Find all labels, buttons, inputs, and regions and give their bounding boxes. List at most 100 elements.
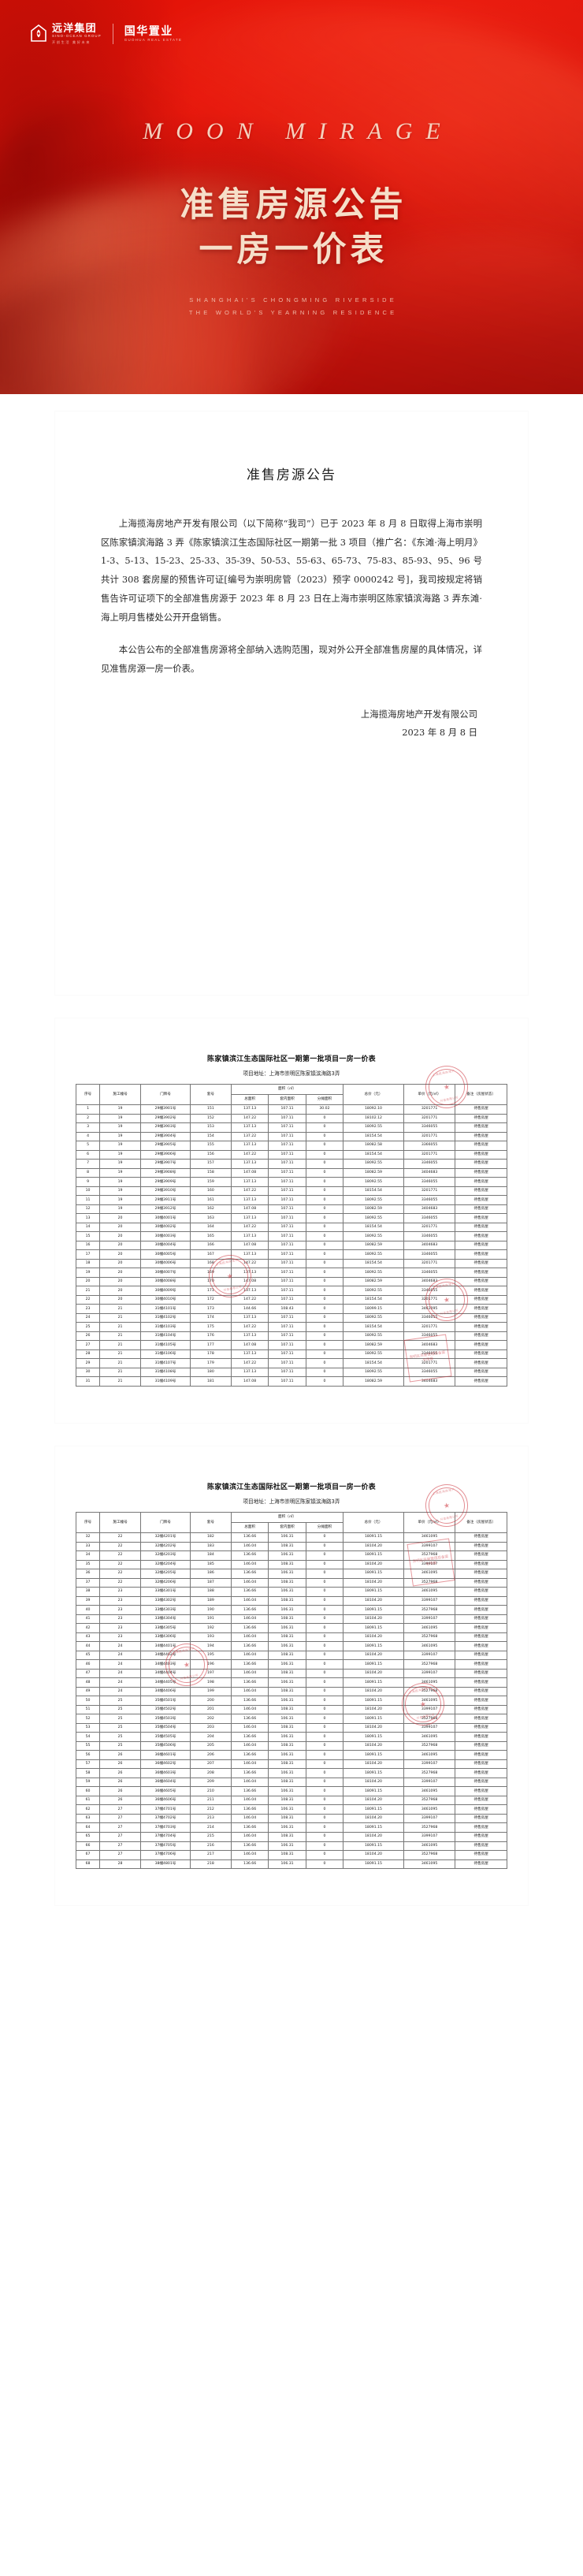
table-row: 2 19 29幢3902号 152 147.22 107.11 0 18102.12 32017… [75,1113,507,1124]
table-cell: 63 [75,1813,101,1824]
table-cell: 0 [305,1167,344,1178]
table-cell: 14 [75,1222,101,1233]
table-cell: 136.66 [230,1623,269,1633]
table-cell: 待售房屋 [455,1559,507,1570]
table-row: 19 20 30幢4007号 169 137.13 107.11 0 18092.55 3346… [75,1268,507,1278]
table-cell: 18104.20 [343,1832,404,1842]
table-cell: 待售房屋 [455,1668,507,1679]
table-cell: 136.66 [230,1696,269,1706]
table-cell: 30幢4005号 [140,1249,191,1260]
table-cell: 34幢4402号 [140,1650,191,1661]
table-cell: 107.11 [268,1222,306,1233]
table-cell: 0 [305,1213,344,1223]
table-cell: 34幢4403号 [140,1659,191,1670]
table-cell: 3201771 [403,1222,456,1233]
table-cell: 26 [99,1795,142,1806]
table-cell: 37幢4701号 [140,1804,191,1815]
table-cell: 25 [99,1714,142,1724]
table-row: 12 19 29幢3912号 162 147.08 107.11 0 18082.59 3404… [75,1204,507,1215]
table-cell: 0 [305,1367,344,1378]
price-table-address: 项目地址：上海市崇明区陈家镇滨海路3弄 [243,1070,340,1077]
table-cell: 18091.15 [343,1696,404,1706]
table-cell: 33幢4301号 [140,1587,191,1597]
table-cell: 0 [305,1195,344,1205]
table-cell: 3461095 [403,1859,456,1870]
table-cell: 待售房屋 [455,1795,507,1806]
headline-line-2: 一房一价表 [199,229,388,270]
table-cell: 0 [305,1759,344,1770]
table-cell: 58 [75,1768,101,1778]
table-cell: 159 [189,1177,232,1187]
table-cell: 待售房屋 [455,1614,507,1625]
table-cell: 198 [189,1677,232,1688]
table-cell: 136.66 [230,1804,269,1815]
table-cell: 9 [75,1177,101,1187]
table-cell: 22 [99,1569,142,1579]
table-cell: 待售房屋 [455,1294,507,1305]
table-cell: 106.31 [268,1659,306,1670]
table-cell: 待售房屋 [455,1704,507,1715]
table-cell: 0 [305,1686,344,1697]
table-cell: 36幢4602号 [140,1759,191,1770]
table-cell: 0 [305,1304,344,1314]
table-cell: 18092.55 [343,1367,404,1378]
table-row: 65 27 37幢4704号 215 146.04 108.31 0 18104.20 3399… [75,1832,507,1842]
table-cell: 60 [75,1786,101,1796]
hero-banner: 远洋集团 SINO-OCEAN GROUP 开创生活 美好未来 国华置业 GUO… [0,0,583,394]
table-cell: 3201771 [403,1149,456,1160]
table-cell: 211 [189,1795,232,1806]
table-cell: 26 [99,1786,142,1796]
table-cell: 0 [305,1768,344,1778]
column-header: 总价（元） [343,1084,404,1105]
column-subheader: 总面积 [230,1521,269,1533]
table-cell: 165 [189,1231,232,1241]
table-cell: 48 [75,1677,101,1688]
table-row: 29 21 31幢4107号 179 147.22 107.11 0 18154.54 3201… [75,1358,507,1368]
table-cell: 待售房屋 [455,1550,507,1561]
table-cell: 0 [305,1650,344,1661]
table-cell: 50 [75,1696,101,1706]
table-cell: 18104.20 [343,1759,404,1770]
table-cell: 107.11 [268,1322,306,1332]
table-cell: 18082.59 [343,1340,404,1350]
table-row: 47 24 34幢4404号 197 146.04 108.31 0 18104.20 3399… [75,1668,507,1679]
table-cell: 19 [99,1131,142,1142]
table-cell: 210 [189,1786,232,1796]
table-cell: 0 [305,1641,344,1651]
table-cell: 3201771 [403,1186,456,1197]
table-cell: 196 [189,1659,232,1670]
table-cell: 待售房屋 [455,1286,507,1296]
table-row: 41 23 33幢4304号 191 146.04 108.31 0 18104.20 3399… [75,1614,507,1625]
table-cell: 待售房屋 [455,1768,507,1778]
table-cell: 0 [305,1832,344,1842]
table-cell: 32 [75,1532,101,1543]
table-cell: 43 [75,1632,101,1643]
table-cell: 204 [189,1732,232,1742]
poster-subtitle-en: SHANGHAI'S CHONGMING RIVERSIDE THE WORLD… [0,294,583,319]
table-cell: 16 [75,1240,101,1251]
table-cell: 3346055 [403,1159,456,1169]
table-row: 37 22 32幢4206号 187 146.04 108.31 0 18104.20 3527… [75,1577,507,1588]
table-cell: 21 [99,1312,142,1323]
poster-page: 远洋集团 SINO-OCEAN GROUP 开创生活 美好未来 国华置业 GUO… [0,0,583,1870]
table-cell: 26 [99,1750,142,1760]
table-cell: 待售房屋 [455,1213,507,1223]
table-cell: 146.04 [230,1668,269,1679]
table-cell: 217 [189,1850,232,1860]
table-cell: 26 [99,1768,142,1778]
table-cell: 23 [99,1605,142,1615]
table-cell: 21 [99,1349,142,1360]
table-cell: 3346055 [403,1213,456,1223]
table-cell: 待售房屋 [455,1714,507,1724]
table-cell: 0 [305,1577,344,1588]
table-row: 5 19 29幢3905号 155 137.13 107.11 0 18082.58 33660… [75,1141,507,1151]
table-cell: 49 [75,1686,101,1697]
table-cell: 0 [305,1159,344,1169]
table-cell: 待售房屋 [455,1358,507,1368]
table-cell: 3461095 [403,1641,456,1651]
table-cell: 0 [305,1813,344,1824]
table-cell: 3461095 [403,1677,456,1688]
table-cell: 3346055 [403,1312,456,1323]
table-cell: 169 [189,1268,232,1278]
table-cell: 146.04 [230,1795,269,1806]
